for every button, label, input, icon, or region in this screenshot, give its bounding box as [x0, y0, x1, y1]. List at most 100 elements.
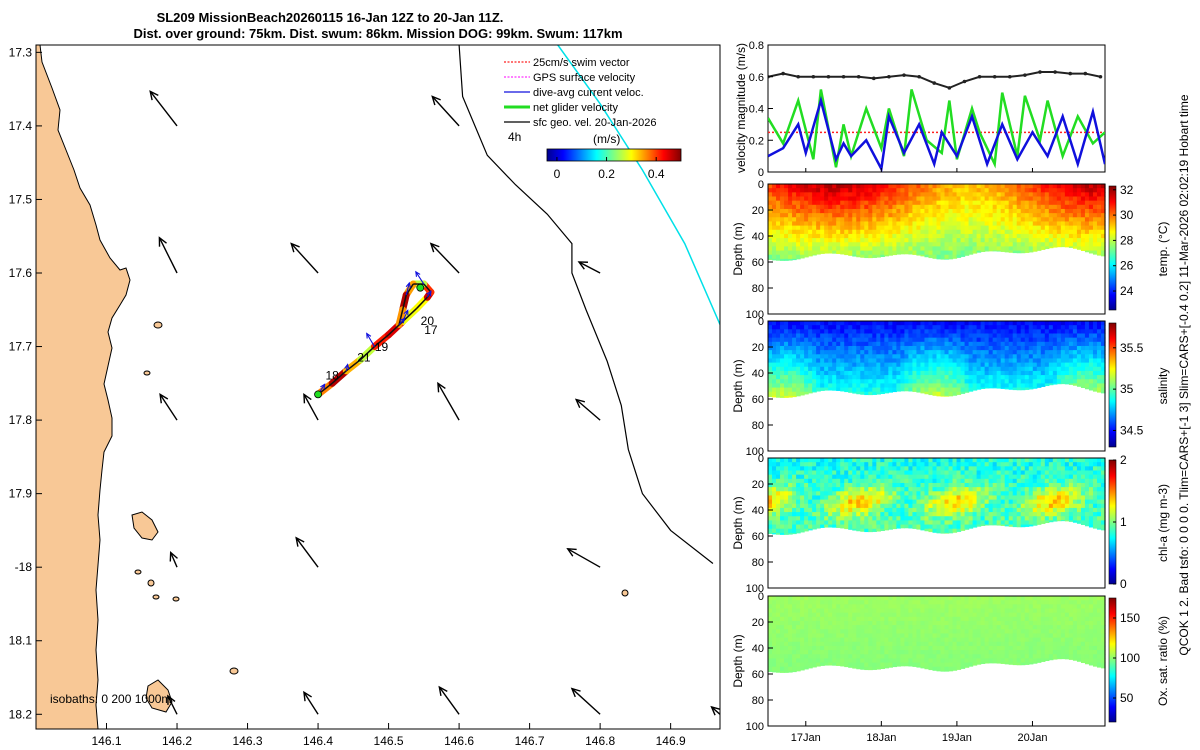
- section-cell: [824, 325, 829, 330]
- section-cell: [916, 204, 922, 210]
- section-cell: [844, 470, 849, 476]
- section-cell: [868, 370, 873, 376]
- section-cell: [1012, 524, 1018, 528]
- section-cell: [772, 629, 777, 635]
- section-cell: [900, 482, 906, 488]
- section-cell: [1096, 487, 1102, 492]
- section-cell: [828, 204, 833, 210]
- section-cell: [944, 516, 950, 521]
- section-cell: [780, 520, 785, 526]
- legend-dive-label: dive-avg current veloc.: [533, 87, 644, 99]
- section-cell: [948, 507, 954, 513]
- section-cell: [932, 358, 938, 364]
- section-cell: [832, 466, 837, 472]
- section-cell: [808, 654, 813, 659]
- section-cell: [912, 233, 918, 239]
- section-cell: [824, 487, 829, 492]
- section-cell: [1012, 321, 1018, 326]
- section-cell: [1008, 482, 1014, 488]
- section-cell: [852, 466, 857, 472]
- section-cell: [868, 491, 873, 497]
- section-cell: [772, 637, 777, 643]
- section-cell: [836, 358, 841, 364]
- section-cell: [820, 462, 825, 467]
- section-cell: [824, 503, 829, 509]
- section-cell: [960, 379, 966, 384]
- section-cell: [968, 204, 974, 210]
- section-cell: [808, 524, 813, 530]
- section-cell: [856, 246, 861, 252]
- section-cell: [1016, 358, 1022, 364]
- isobath-1000m-line: [458, 45, 714, 564]
- section-cell: [1056, 520, 1062, 522]
- section-cell: [908, 362, 914, 368]
- section-cell: [1040, 491, 1046, 497]
- section-cell: [1056, 503, 1062, 509]
- section-cell: [876, 229, 881, 235]
- section-cell: [944, 507, 950, 513]
- section-cell: [792, 495, 797, 501]
- section-cell: [772, 641, 777, 647]
- section-cell: [836, 612, 841, 618]
- section-cell: [780, 246, 785, 252]
- section-cell: [780, 600, 785, 605]
- section-cell: [864, 196, 869, 202]
- section-cell: [1016, 321, 1022, 326]
- section-cell: [812, 499, 817, 505]
- section-cell: [940, 395, 946, 397]
- section-cell: [920, 192, 926, 198]
- dive-current-vector-head: [366, 332, 372, 339]
- section-cell: [808, 596, 813, 601]
- section-cell: [776, 375, 781, 380]
- section-cell: [1100, 213, 1106, 218]
- section-cell: [772, 670, 777, 673]
- section-cell: [824, 345, 829, 351]
- section-cell: [932, 474, 938, 480]
- section-cell: [920, 474, 926, 480]
- section-cell: [1068, 213, 1074, 218]
- section-cell: [992, 387, 998, 389]
- section-cell: [872, 370, 877, 376]
- section-cell: [984, 225, 990, 231]
- section-cell: [904, 470, 910, 476]
- section-cell: [860, 375, 865, 380]
- section-cell: [768, 641, 773, 647]
- section-cell: [820, 633, 825, 639]
- section-cell: [856, 333, 861, 339]
- section-cell: [884, 333, 889, 339]
- section-cell: [928, 213, 934, 218]
- section-cell: [964, 379, 970, 384]
- section-cell: [900, 379, 906, 384]
- section-cell: [1016, 229, 1022, 235]
- section-cell: [768, 478, 773, 484]
- section-cell: [812, 233, 817, 239]
- section-cell: [828, 250, 833, 254]
- section-cell: [1088, 487, 1094, 492]
- section-cell: [888, 354, 893, 360]
- section-cell: [856, 250, 861, 256]
- section-cell: [772, 337, 777, 343]
- section-cell: [1028, 204, 1034, 210]
- section-cell: [788, 345, 793, 351]
- section-cell: [968, 341, 974, 347]
- section-cell: [916, 478, 922, 484]
- section-cell: [968, 221, 974, 227]
- section-cell: [1092, 217, 1098, 223]
- dive-current-vector-head: [405, 281, 411, 288]
- section-cell: [820, 620, 825, 626]
- section-cell: [780, 325, 785, 330]
- section-cell: [912, 466, 918, 472]
- section-cell: [832, 662, 837, 666]
- section-cell: [828, 645, 833, 651]
- section-cell: [1100, 466, 1106, 472]
- section-cell: [1032, 370, 1038, 376]
- section-cell: [800, 629, 805, 635]
- section-cell: [856, 217, 861, 223]
- section-cell: [828, 366, 833, 372]
- section-cell: [1056, 242, 1062, 247]
- section-cell: [912, 229, 918, 235]
- section-cell: [1096, 491, 1102, 497]
- section-cell: [892, 325, 897, 330]
- section-cell: [884, 528, 889, 531]
- section-cell: [932, 487, 938, 492]
